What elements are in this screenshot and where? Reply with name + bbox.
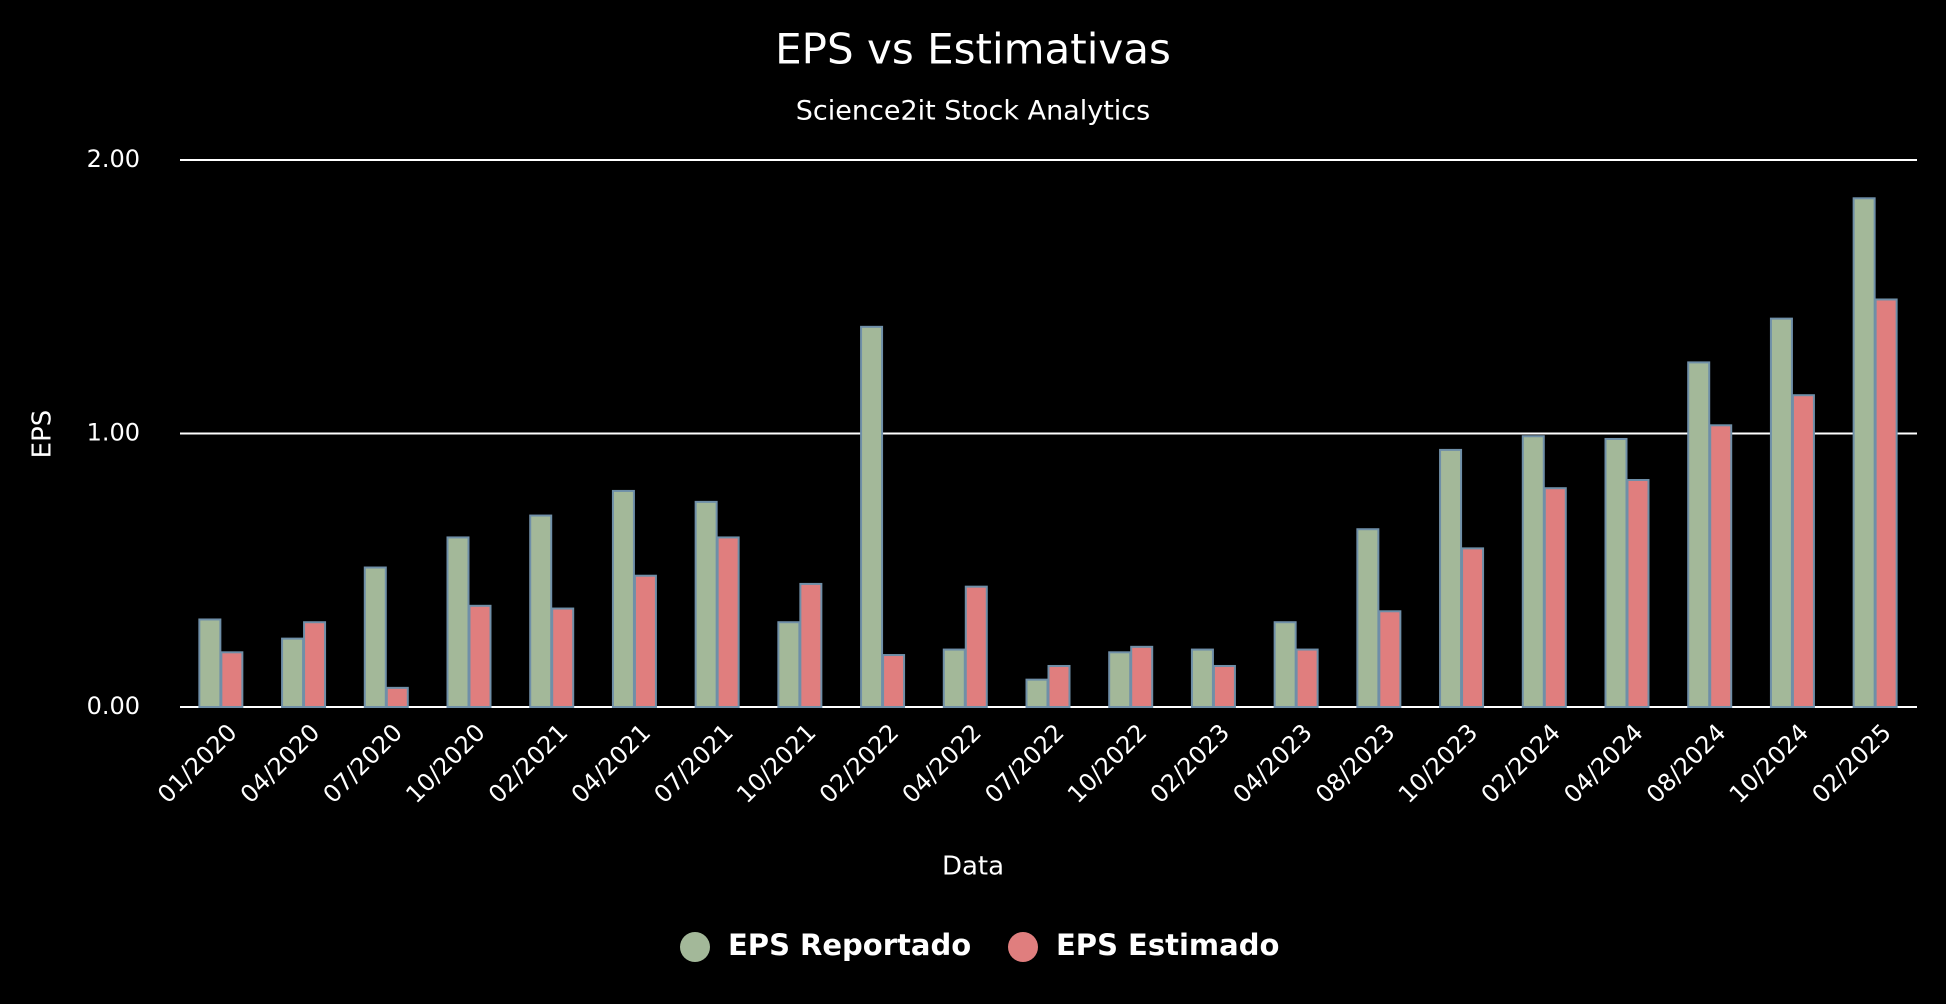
bar: [1212, 664, 1236, 708]
bar: [1025, 678, 1049, 709]
bar: [468, 604, 492, 708]
bar: [1439, 448, 1463, 708]
bar: [1626, 478, 1650, 708]
legend-marker: [1008, 932, 1038, 962]
bar: [1378, 610, 1402, 709]
bar: [1852, 197, 1876, 708]
bar: [1874, 298, 1898, 708]
legend-label: EPS Reportado: [728, 928, 971, 962]
bar: [633, 574, 657, 708]
bar: [1461, 547, 1485, 708]
bar: [777, 621, 801, 709]
bar: [1295, 648, 1319, 709]
bar: [799, 582, 823, 708]
y-tick-label: 2.00: [87, 145, 140, 173]
bar: [1047, 664, 1071, 708]
bar: [551, 607, 575, 708]
y-tick-label: 1.00: [87, 419, 140, 447]
bar: [198, 618, 222, 708]
bar: [860, 325, 884, 708]
chart-subtitle: Science2it Stock Analytics: [796, 96, 1150, 127]
y-tick-label: 0.00: [87, 692, 140, 720]
y-axis-label: EPS: [28, 410, 58, 459]
bar: [694, 500, 718, 708]
bar: [1709, 424, 1733, 708]
bar: [1190, 648, 1214, 709]
bar: [942, 648, 966, 709]
x-axis-label: Data: [942, 852, 1004, 882]
bar: [1356, 528, 1380, 708]
bar: [363, 566, 387, 709]
bar: [882, 654, 906, 708]
bar: [964, 585, 988, 708]
bar: [611, 489, 635, 708]
bar: [1521, 435, 1545, 708]
bar: [716, 536, 740, 708]
bar: [220, 651, 244, 708]
bar: [303, 621, 327, 709]
bar: [1604, 437, 1628, 708]
chart-title: EPS vs Estimativas: [775, 25, 1171, 74]
bar: [1130, 645, 1154, 709]
bar: [529, 514, 553, 708]
legend-marker: [680, 932, 710, 962]
legend-label: EPS Estimado: [1056, 928, 1279, 962]
bar: [1543, 487, 1567, 709]
bar: [446, 536, 470, 708]
bar: [281, 637, 305, 708]
bar: [1769, 317, 1793, 708]
bar: [1273, 621, 1297, 709]
bar: [1791, 394, 1815, 708]
bar: [385, 686, 409, 708]
bar: [1687, 361, 1711, 708]
bar: [1108, 651, 1132, 708]
